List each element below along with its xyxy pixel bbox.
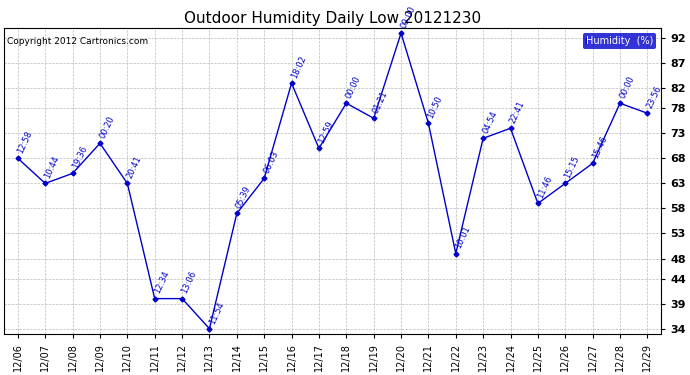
- Text: 11:54: 11:54: [207, 300, 226, 326]
- Text: 00:00: 00:00: [618, 75, 636, 100]
- Text: 22:41: 22:41: [509, 100, 526, 125]
- Text: 12:58: 12:58: [16, 130, 34, 155]
- Text: 10:50: 10:50: [426, 94, 444, 120]
- Text: 13:06: 13:06: [180, 270, 198, 295]
- Title: Outdoor Humidity Daily Low 20121230: Outdoor Humidity Daily Low 20121230: [184, 10, 481, 26]
- Text: 00:00: 00:00: [399, 4, 417, 30]
- Text: 05:39: 05:39: [235, 184, 253, 210]
- Text: 11:46: 11:46: [535, 175, 554, 200]
- Text: 12:59: 12:59: [317, 120, 335, 145]
- Text: 18:02: 18:02: [289, 54, 308, 80]
- Text: 10:44: 10:44: [43, 155, 61, 180]
- Text: 12:34: 12:34: [152, 270, 170, 295]
- Text: 04:54: 04:54: [481, 110, 499, 135]
- Text: 06:03: 06:03: [262, 150, 280, 175]
- Text: Copyright 2012 Cartronics.com: Copyright 2012 Cartronics.com: [7, 38, 148, 46]
- Text: 10:01: 10:01: [453, 225, 472, 250]
- Text: 15:46: 15:46: [591, 135, 609, 160]
- Text: 20:41: 20:41: [125, 155, 144, 180]
- Text: 00:00: 00:00: [344, 75, 362, 100]
- Text: 15:15: 15:15: [563, 155, 581, 180]
- Text: 00:20: 00:20: [98, 115, 116, 140]
- Legend: Humidity  (%): Humidity (%): [583, 33, 656, 49]
- Text: 19:36: 19:36: [70, 144, 89, 170]
- Text: 01:21: 01:21: [371, 90, 390, 115]
- Text: 23:56: 23:56: [645, 84, 664, 110]
